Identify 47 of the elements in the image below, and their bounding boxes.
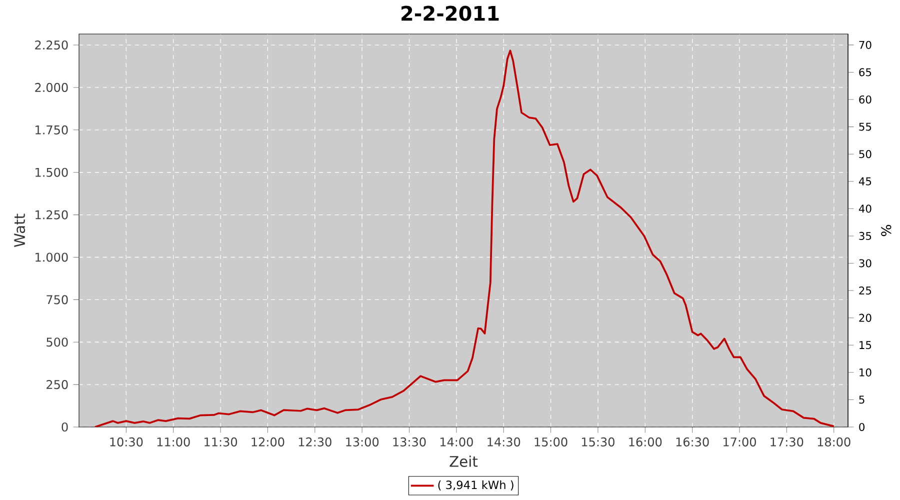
x-tick-label: 13:30	[393, 437, 426, 446]
y2-tick-label: 25	[859, 286, 872, 295]
y-tick-label: 1.000	[36, 252, 68, 262]
x-tick-label: 15:30	[582, 437, 614, 446]
x-tick-label: 16:30	[676, 437, 709, 446]
y2-tick-label: 55	[859, 122, 872, 131]
y-tick-label: 1.750	[36, 125, 68, 134]
y-tick-label: 500	[46, 338, 68, 347]
y2-tick-label: 70	[859, 40, 872, 49]
y2-tick-label: 30	[859, 259, 872, 268]
y2-axis-title: %	[881, 224, 892, 236]
x-tick-label: 16:00	[629, 437, 662, 446]
y-tick-label: 250	[46, 380, 68, 390]
x-tick-label: 10:30	[110, 437, 143, 446]
y-tick-label: 1.500	[36, 168, 68, 177]
y2-tick-label: 0	[859, 422, 864, 432]
legend-label: ( 3,941 kWh )	[438, 480, 514, 490]
x-tick-label: 11:00	[157, 437, 190, 446]
y-axis-title: Watt	[14, 214, 26, 248]
x-tick-label: 18:00	[818, 437, 850, 446]
x-tick-label: 12:30	[298, 437, 332, 446]
y-tick-label: 2.000	[35, 82, 68, 92]
y2-tick-label: 35	[859, 232, 872, 240]
x-tick-label: 14:30	[488, 437, 520, 446]
y-tick-label: 0	[62, 422, 68, 432]
y2-tick-label: 10	[860, 368, 872, 376]
x-tick-label: 12:00	[252, 437, 284, 446]
y-tick-label: 1.250	[36, 210, 68, 220]
y-tick-label: 2.250	[35, 40, 68, 50]
chart-title: 2-2-2011	[402, 6, 499, 21]
y2-tick-label: 60	[859, 95, 872, 104]
x-tick-label: 15:00	[534, 437, 568, 446]
x-tick-label: 13:00	[346, 437, 379, 446]
y2-tick-label: 20	[859, 314, 872, 322]
x-tick-label: 17:30	[770, 437, 804, 446]
y2-tick-label: 45	[858, 177, 872, 186]
x-tick-label: 11:30	[204, 437, 238, 446]
y-tick-label: 750	[46, 295, 68, 304]
y2-tick-label: 15	[860, 341, 872, 350]
line-series	[94, 50, 835, 427]
y2-tick-label: 40	[858, 204, 872, 213]
x-axis-title: Zeit	[450, 456, 478, 467]
x-tick-label: 14:00	[440, 437, 473, 446]
y2-tick-label: 5	[859, 396, 864, 404]
y2-tick-label: 65	[859, 68, 872, 76]
y2-tick-label: 50	[859, 150, 872, 158]
x-tick-label: 17:00	[724, 437, 756, 446]
